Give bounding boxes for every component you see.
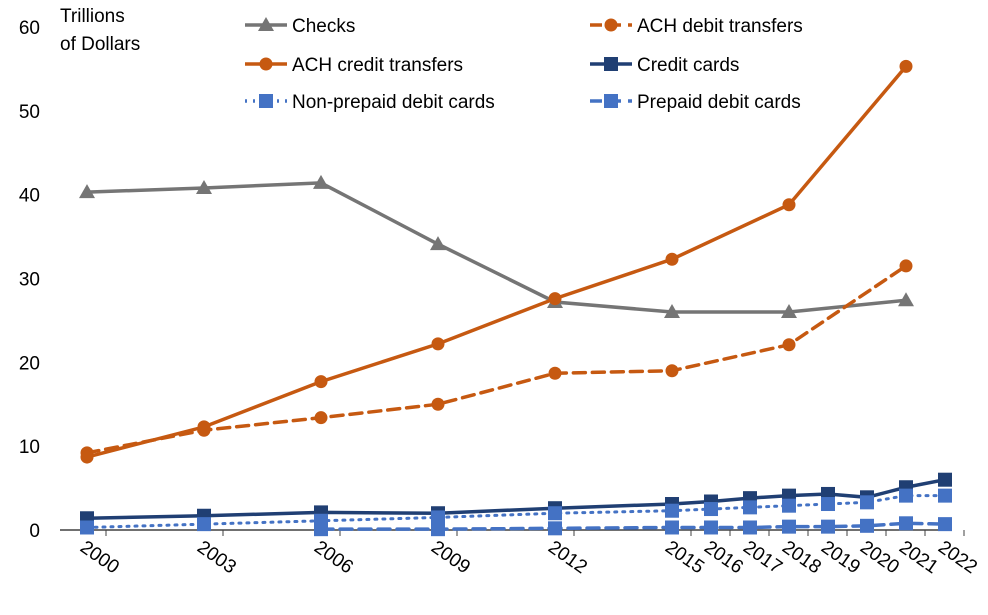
x-tick-label: 2018 <box>778 537 825 578</box>
data-point <box>782 198 796 212</box>
y-axis-label-line1: Trillions <box>60 6 125 27</box>
series-checks <box>79 174 914 319</box>
series-line <box>85 181 908 314</box>
data-point <box>80 520 94 535</box>
data-point <box>548 292 562 306</box>
y-tick-label: 20 <box>19 353 40 374</box>
data-point <box>548 366 562 380</box>
data-point <box>79 184 95 199</box>
data-point <box>938 517 952 532</box>
data-point <box>664 304 680 319</box>
data-point <box>313 174 329 189</box>
legend-item: Non-prepaid debit cards <box>245 92 495 113</box>
data-point <box>548 521 562 536</box>
data-point <box>743 520 757 535</box>
legend-item: Credit cards <box>590 55 739 76</box>
y-tick-label: 50 <box>19 102 40 123</box>
y-axis-label-line2: of Dollars <box>60 34 140 55</box>
data-point <box>938 472 952 487</box>
x-tick-label: 2000 <box>76 537 123 578</box>
series-line <box>319 521 947 531</box>
legend-item: ACH credit transfers <box>245 55 463 76</box>
data-point <box>782 519 796 534</box>
series-non-prepaid-debit-cards <box>80 488 952 535</box>
data-point <box>899 59 913 73</box>
data-point <box>898 292 914 307</box>
legend-swatch-marker <box>259 94 273 108</box>
data-point <box>860 495 874 510</box>
data-point <box>665 520 679 535</box>
data-point <box>743 500 757 515</box>
x-tick-label: 2009 <box>427 537 474 578</box>
data-point <box>197 517 211 532</box>
data-point <box>431 337 445 351</box>
legend-label: ACH debit transfers <box>637 16 803 37</box>
data-point <box>899 488 913 503</box>
data-point <box>781 304 797 319</box>
series-line <box>85 477 947 521</box>
data-point <box>704 502 718 517</box>
x-tick-label: 2019 <box>817 537 864 578</box>
data-point <box>314 375 328 389</box>
data-point <box>197 420 211 434</box>
legend-swatch-marker <box>604 18 618 32</box>
legend-label: Prepaid debit cards <box>637 92 801 113</box>
y-tick-label: 10 <box>19 437 40 458</box>
x-tick-label: 2003 <box>193 537 240 578</box>
data-point <box>860 518 874 533</box>
x-tick-label: 2022 <box>934 537 981 578</box>
data-point <box>314 411 328 425</box>
legend-swatch-marker <box>259 57 273 71</box>
x-tick-label: 2015 <box>661 537 708 578</box>
data-point <box>821 519 835 534</box>
legend-item: Prepaid debit cards <box>590 92 801 113</box>
legend-item: Checks <box>245 16 355 37</box>
series-prepaid-debit-cards <box>314 516 952 537</box>
legend-swatch-marker <box>604 57 618 71</box>
y-tick-label: 60 <box>19 18 40 39</box>
data-point <box>314 522 328 537</box>
series-line <box>85 64 908 459</box>
y-tick-label: 30 <box>19 270 40 291</box>
data-point <box>899 516 913 531</box>
data-point <box>782 498 796 513</box>
legend-label: Credit cards <box>637 55 739 76</box>
legend-label: Checks <box>292 16 355 37</box>
data-point <box>665 252 679 266</box>
series-ach-credit-transfers <box>80 59 913 464</box>
x-tick-label: 2017 <box>739 537 786 578</box>
data-point <box>704 520 718 535</box>
data-point <box>431 522 445 537</box>
data-point <box>196 179 212 194</box>
legend-label: ACH credit transfers <box>292 55 463 76</box>
data-point <box>431 397 445 411</box>
y-tick-label: 0 <box>29 521 40 542</box>
x-tick-label: 2016 <box>700 537 747 578</box>
data-point <box>548 506 562 521</box>
data-point <box>665 364 679 378</box>
data-point <box>430 236 446 251</box>
data-point <box>899 259 913 273</box>
legend-swatch-marker <box>604 94 618 108</box>
data-point <box>782 338 796 352</box>
legend-label: Non-prepaid debit cards <box>292 92 495 113</box>
legend-item: ACH debit transfers <box>590 16 803 37</box>
x-tick-label: 2006 <box>310 537 357 578</box>
y-tick-label: 40 <box>19 186 40 207</box>
x-tick-label: 2020 <box>856 537 903 578</box>
data-point <box>665 503 679 518</box>
legend-swatch-marker <box>258 17 274 31</box>
data-point <box>938 488 952 503</box>
data-point <box>80 450 94 464</box>
data-point <box>821 497 835 512</box>
x-tick-label: 2012 <box>544 537 591 578</box>
x-tick-label: 2021 <box>895 537 942 578</box>
series-line <box>85 264 908 455</box>
data-point <box>431 510 445 525</box>
